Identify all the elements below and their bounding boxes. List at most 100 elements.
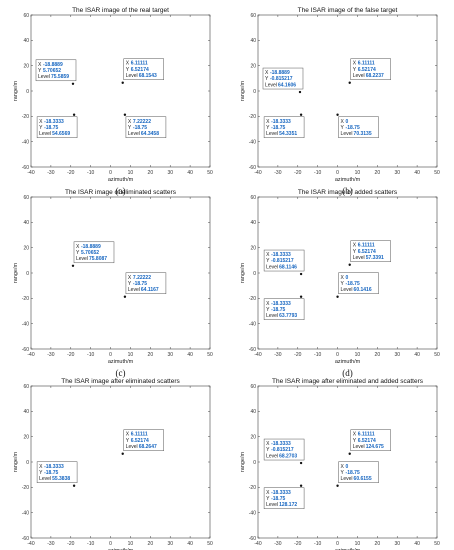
x-tick-label: 10 <box>355 541 361 547</box>
data-tip-box <box>338 272 379 294</box>
data-point <box>121 452 124 455</box>
data-tip-key: Y <box>353 67 357 73</box>
chart-title: The ISAR image of the real target <box>72 7 169 14</box>
y-tick-label: -20 <box>249 485 256 491</box>
data-tip-box <box>262 67 304 90</box>
x-tick-label: -10 <box>314 170 321 176</box>
x-tick-label: -30 <box>47 352 54 358</box>
x-tick-label: 10 <box>128 352 134 358</box>
data-tip-key: X <box>353 432 357 438</box>
data-tip-key: Y <box>265 76 269 82</box>
x-tick-label: -30 <box>47 170 54 176</box>
y-tick-label: -60 <box>22 165 29 171</box>
x-tick-label: 20 <box>148 541 154 547</box>
x-tick-label: -40 <box>27 170 34 176</box>
panel-caption: (c) <box>116 368 126 378</box>
data-tip-value: 5.70652 <box>81 250 99 256</box>
x-tick-label: 40 <box>414 541 420 547</box>
data-tip-value: 6.52174 <box>358 438 376 444</box>
data-tip-key: Y <box>38 68 42 74</box>
data-tip-value: 54.6569 <box>52 131 70 137</box>
data-tip-value: -18.75 <box>271 496 285 502</box>
data-tip-key: X <box>128 119 132 125</box>
y-tick-label: -20 <box>249 114 256 120</box>
data-tip-box <box>263 487 305 509</box>
data-tip-value: 63.7793 <box>279 313 297 319</box>
data-tip-key: Y <box>76 250 80 256</box>
chart-panel-e: -40 -30 -20 -10 0 10 20 30 40 50-60-40-200204060T… <box>13 378 213 550</box>
data-point <box>121 81 124 84</box>
y-axis-label: range/m <box>240 80 246 101</box>
x-tick-label: 20 <box>375 541 381 547</box>
data-tip-key: Level <box>128 131 140 137</box>
x-tick-label: -10 <box>87 541 94 547</box>
x-tick-label: 30 <box>167 170 173 176</box>
y-tick-label: 60 <box>250 195 256 201</box>
y-tick-label: 0 <box>26 89 29 95</box>
x-axis-label: azimuth/m <box>108 177 134 183</box>
data-tip-value: 68.2237 <box>366 73 384 79</box>
panel-caption: (b) <box>342 186 353 196</box>
y-tick-label: 0 <box>253 271 256 277</box>
x-tick-label: -10 <box>87 352 94 358</box>
x-tick-label: 40 <box>187 352 193 358</box>
data-tip-key: Level <box>39 476 51 482</box>
data-tip-value: 60.6155 <box>354 476 372 482</box>
data-point <box>71 264 75 267</box>
y-tick-label: -20 <box>22 485 29 491</box>
x-tick-label: 10 <box>355 170 361 176</box>
data-point <box>298 90 302 94</box>
x-tick-label: 0 <box>336 170 339 176</box>
data-point <box>348 263 351 266</box>
y-tick-label: 0 <box>26 271 29 277</box>
y-tick-label: 20 <box>250 63 256 69</box>
plot-area <box>30 196 211 350</box>
plot-area <box>30 14 211 168</box>
y-tick-label: -40 <box>249 139 256 145</box>
data-tip-key: Y <box>126 438 130 444</box>
y-tick-label: 60 <box>23 384 29 390</box>
x-tick-label: -40 <box>254 352 261 358</box>
data-tip-key: Level <box>76 256 88 262</box>
data-tip-value: -18.3333 <box>44 464 64 470</box>
data-tip-value: -18.75 <box>271 125 285 131</box>
chart-panel-b: -40 -30 -20 -10 0 10 20 30 40 50-60-40-200204060T… <box>240 7 440 196</box>
data-tip-key: Y <box>266 258 270 264</box>
x-tick-label: -10 <box>87 170 94 176</box>
y-axis-label: range/m <box>13 451 19 472</box>
data-tip-value: -18.8889 <box>81 244 101 250</box>
x-tick-label: 20 <box>148 352 154 358</box>
data-tip-key: X <box>126 432 130 438</box>
x-tick-label: -20 <box>67 352 74 358</box>
data-tip-key: Level <box>341 131 353 137</box>
x-tick-label: 30 <box>394 170 400 176</box>
data-tip-key: Level <box>266 264 278 270</box>
chart-title: The ISAR image of added scatters <box>298 189 398 196</box>
x-tick-label: -30 <box>274 170 281 176</box>
x-axis-label: azimuth/m <box>335 548 361 550</box>
data-point <box>123 113 127 116</box>
data-tip-key: X <box>353 61 357 67</box>
data-tip-key: Level <box>266 453 278 459</box>
data-tip-key: X <box>266 490 270 496</box>
data-tip-value: 68.1543 <box>139 73 157 79</box>
data-tip-key: X <box>266 301 270 307</box>
x-axis-label: azimuth/m <box>108 548 134 550</box>
data-tip-key: Y <box>341 470 345 476</box>
data-tip-key: Level <box>341 476 353 482</box>
data-tip-key: X <box>39 464 43 470</box>
data-tip-value: 64.1167 <box>141 287 159 293</box>
data-tip-key: Y <box>39 470 43 476</box>
data-tip-box <box>36 461 78 483</box>
x-tick-label: -30 <box>274 541 281 547</box>
y-tick-label: -60 <box>22 347 29 353</box>
chart-panel-f: -40 -30 -20 -10 0 10 20 30 40 50-60-40-200204060T… <box>240 378 440 550</box>
data-tip-key: X <box>266 119 270 125</box>
x-tick-label: -30 <box>274 352 281 358</box>
data-tip-box <box>123 429 164 451</box>
data-point <box>336 484 339 487</box>
y-tick-label: 40 <box>250 409 256 415</box>
